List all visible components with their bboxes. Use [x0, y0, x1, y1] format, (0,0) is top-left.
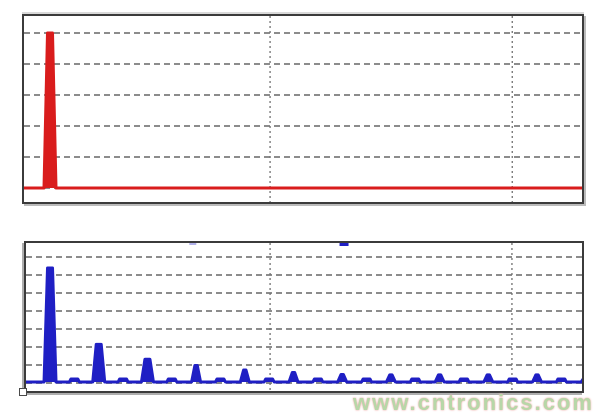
- top-spectrum-chart: [24, 16, 582, 202]
- bottom-spectrum-chart: [26, 243, 582, 391]
- bottom-spectrum-panel: [19, 241, 584, 396]
- panel-corner-notch: [19, 388, 27, 396]
- watermark: www.cntronics.com: [352, 390, 594, 415]
- top-spectrum-panel: [22, 14, 584, 204]
